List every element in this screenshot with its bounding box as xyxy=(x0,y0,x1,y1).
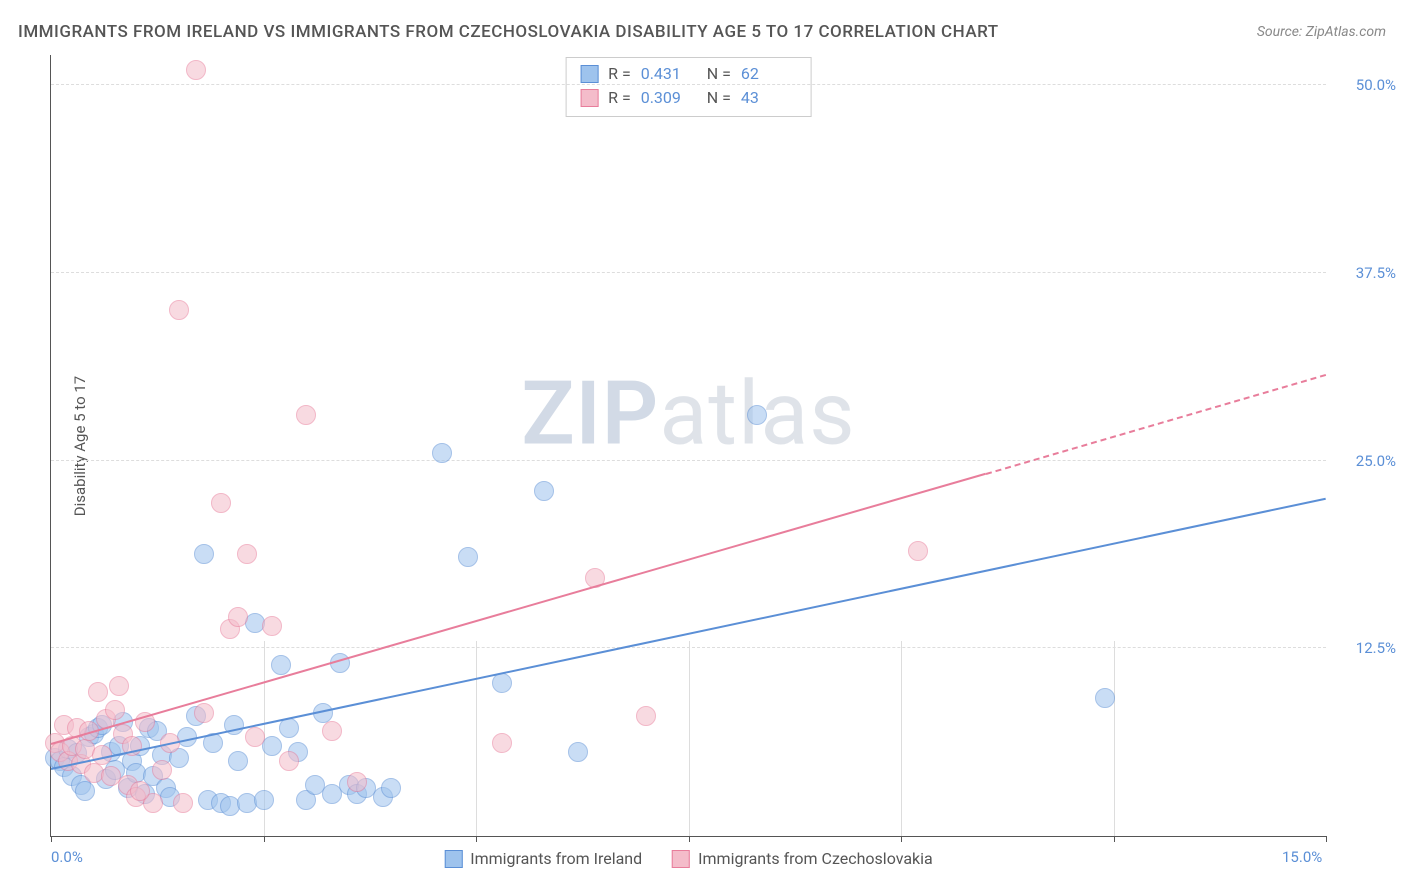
chart-container: IMMIGRANTS FROM IRELAND VS IMMIGRANTS FR… xyxy=(0,0,1406,892)
point-czech xyxy=(109,676,129,696)
point-czech xyxy=(347,772,367,792)
point-czech xyxy=(262,616,282,636)
n-value-ireland: 62 xyxy=(741,62,797,86)
point-ireland xyxy=(432,443,452,463)
y-tick-label: 50.0% xyxy=(1336,76,1396,94)
legend-row-czech: R = 0.309 N = 43 xyxy=(580,86,797,110)
point-czech xyxy=(279,751,299,771)
point-ireland xyxy=(458,547,478,567)
point-czech xyxy=(173,793,193,813)
point-czech xyxy=(322,721,342,741)
gridline-horizontal xyxy=(51,460,1326,461)
point-czech xyxy=(211,493,231,513)
point-czech xyxy=(169,300,189,320)
x-tick xyxy=(264,836,265,842)
x-tick-label: 15.0% xyxy=(1282,848,1322,866)
r-value-czech: 0.309 xyxy=(641,86,697,110)
n-value-czech: 43 xyxy=(741,86,797,110)
swatch-czech-icon xyxy=(672,850,690,868)
point-czech xyxy=(88,682,108,702)
gridline-vertical xyxy=(476,641,477,836)
point-czech xyxy=(186,60,206,80)
point-ireland xyxy=(194,544,214,564)
r-value-ireland: 0.431 xyxy=(641,62,697,86)
x-tick xyxy=(51,836,52,842)
point-ireland xyxy=(228,751,248,771)
point-ireland xyxy=(747,405,767,425)
point-ireland xyxy=(381,778,401,798)
legend-row-ireland: R = 0.431 N = 62 xyxy=(580,62,797,86)
x-tick xyxy=(901,836,902,842)
gridline-vertical xyxy=(901,641,902,836)
point-ireland xyxy=(534,481,554,501)
point-czech xyxy=(492,733,512,753)
gridline-vertical xyxy=(1114,641,1115,836)
legend-item-czech: Immigrants from Czechoslovakia xyxy=(672,849,933,868)
x-tick xyxy=(1114,836,1115,842)
gridline-horizontal xyxy=(51,84,1326,85)
x-tick xyxy=(689,836,690,842)
source-attribution: Source: ZipAtlas.com xyxy=(1257,24,1386,40)
point-ireland xyxy=(568,742,588,762)
series-legend: Immigrants from Ireland Immigrants from … xyxy=(444,849,933,868)
point-ireland xyxy=(262,736,282,756)
legend-item-ireland: Immigrants from Ireland xyxy=(444,849,642,868)
gridline-horizontal xyxy=(51,272,1326,273)
point-czech xyxy=(296,405,316,425)
chart-title: IMMIGRANTS FROM IRELAND VS IMMIGRANTS FR… xyxy=(18,22,999,42)
y-tick-label: 25.0% xyxy=(1336,452,1396,470)
plot-area: ZIPatlas R = 0.431 N = 62 R = 0.309 N = … xyxy=(50,55,1326,837)
point-czech xyxy=(194,703,214,723)
point-czech xyxy=(228,607,248,627)
x-tick-label: 0.0% xyxy=(51,848,83,866)
point-czech xyxy=(636,706,656,726)
point-ireland xyxy=(254,790,274,810)
gridline-vertical xyxy=(689,641,690,836)
swatch-ireland-icon xyxy=(444,850,462,868)
swatch-czech xyxy=(580,89,598,107)
point-ireland xyxy=(1095,688,1115,708)
point-czech xyxy=(908,541,928,561)
point-czech xyxy=(237,544,257,564)
watermark: ZIPatlas xyxy=(521,363,855,466)
y-tick-label: 37.5% xyxy=(1336,264,1396,282)
point-ireland xyxy=(75,781,95,801)
y-tick-label: 12.5% xyxy=(1336,639,1396,657)
swatch-ireland xyxy=(580,65,598,83)
x-tick xyxy=(1326,836,1327,842)
point-ireland xyxy=(271,655,291,675)
correlation-legend: R = 0.431 N = 62 R = 0.309 N = 43 xyxy=(565,57,812,117)
trend-line xyxy=(51,473,987,745)
point-czech xyxy=(245,727,265,747)
point-czech xyxy=(130,781,150,801)
point-czech xyxy=(105,700,125,720)
point-czech xyxy=(152,760,172,780)
x-tick xyxy=(476,836,477,842)
